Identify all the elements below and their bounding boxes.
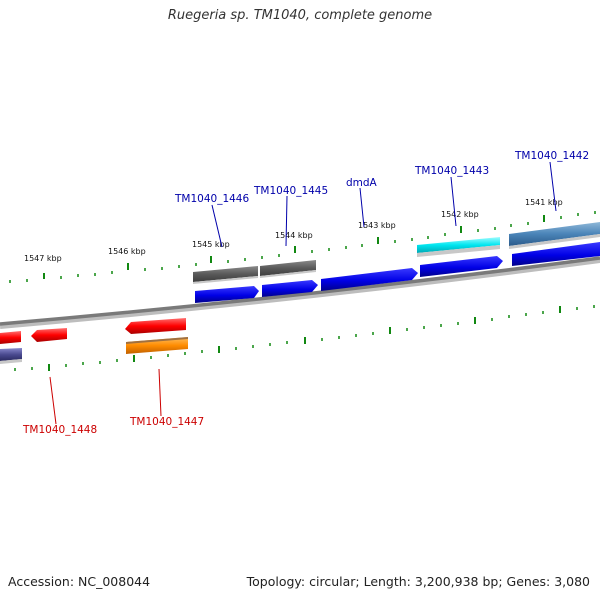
kbp-label: 1545 kbp	[192, 240, 230, 249]
hit-block-steel[interactable]	[509, 222, 600, 246]
backbone	[0, 256, 600, 326]
cds-arrow-left-partial[interactable]	[0, 331, 21, 344]
lower-tick-row	[14, 305, 595, 371]
gene-label-TM1040_1446[interactable]: TM1040_1446	[174, 193, 249, 205]
hit-block-cyan-shadow	[417, 245, 500, 257]
upper-tick-row	[9, 211, 596, 283]
cds-arrow-dmdA[interactable]	[321, 268, 418, 291]
hit-block-cyan[interactable]	[417, 237, 500, 253]
hit-block-navy-shadow	[0, 359, 22, 364]
forward-leader-lines	[211, 161, 557, 248]
kbp-label: 1547 kbp	[24, 254, 62, 263]
hit-block-steel-shadow	[509, 234, 600, 249]
gene-label-TM1040_1448[interactable]: TM1040_1448	[22, 424, 97, 436]
gene-label-TM1040_1447[interactable]: TM1040_1447	[129, 416, 204, 428]
genome-summary-text: Topology: circular; Length: 3,200,938 bp…	[246, 574, 590, 589]
forward-hit-track	[193, 222, 600, 284]
kbp-label: 1543 kbp	[358, 221, 396, 230]
cds-arrow-TM1040_1447[interactable]	[125, 318, 186, 334]
kbp-label: 1544 kbp	[275, 231, 313, 240]
genome-title: Ruegeria sp. TM1040, complete genome	[167, 8, 433, 23]
hit-block-gray[interactable]	[193, 266, 258, 282]
backbone-shadow	[0, 257, 600, 329]
kbp-label: 1542 kbp	[441, 210, 479, 219]
hit-block-gray[interactable]	[260, 260, 316, 276]
gene-label-TM1040_1442[interactable]: TM1040_1442	[514, 150, 589, 162]
cds-arrow-TM1040_1446[interactable]	[195, 286, 259, 303]
gene-label-TM1040_1445[interactable]: TM1040_1445	[253, 185, 328, 197]
hit-block-navy[interactable]	[0, 348, 22, 361]
cds-arrow-TM1040_1445[interactable]	[262, 280, 318, 297]
reverse-hit-track	[0, 337, 188, 364]
accession-text: Accession: NC_008044	[8, 574, 151, 589]
kbp-label: 1546 kbp	[108, 247, 146, 256]
reverse-cds-track	[0, 318, 186, 344]
reverse-leader-lines	[49, 368, 162, 425]
hit-block-orange-top	[126, 337, 188, 344]
hit-block-gray-shadow	[193, 276, 258, 284]
gene-label-dmdA[interactable]: dmdA	[346, 177, 378, 189]
hit-block-gray-shadow	[260, 270, 316, 278]
cds-arrow-TM1040_1448[interactable]	[31, 328, 67, 342]
gene-label-TM1040_1443[interactable]: TM1040_1443	[414, 165, 489, 177]
cds-arrow-TM1040_1442[interactable]	[512, 242, 600, 266]
cds-arrow-TM1040_1443[interactable]	[420, 256, 503, 277]
kbp-label: 1541 kbp	[525, 198, 563, 207]
forward-cds-track	[195, 242, 600, 303]
